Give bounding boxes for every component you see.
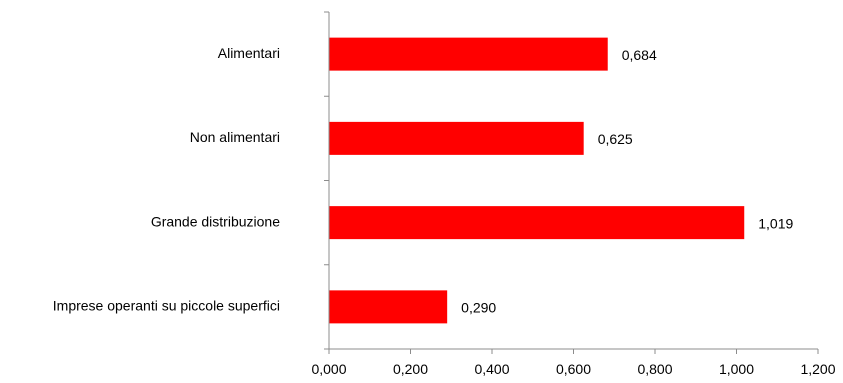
- category-label: Grande distribuzione: [151, 213, 280, 229]
- data-label: 0,684: [622, 47, 657, 63]
- x-tick-label: 1,000: [719, 361, 754, 377]
- category-label: Imprese operanti su piccole superfici: [53, 298, 280, 314]
- category-labels: Alimentari Non alimentari Grande distribuz…: [53, 45, 280, 314]
- data-label: 0,625: [598, 131, 633, 147]
- x-tick-label: 0,200: [393, 361, 428, 377]
- data-labels: 0,684 0,625 1,019 0,290: [461, 47, 793, 316]
- x-tick-label: 0,800: [637, 361, 672, 377]
- data-label: 0,290: [461, 300, 496, 316]
- data-label: 1,019: [758, 215, 793, 231]
- x-tick-label: 0,600: [556, 361, 591, 377]
- category-label: Alimentari: [218, 45, 280, 61]
- x-tick-label: 1,200: [800, 361, 835, 377]
- x-axis-ticks: 0,000 0,200 0,400 0,600 0,800 1,000 1,200: [311, 11, 836, 377]
- bars-group: [329, 37, 745, 324]
- bar: [329, 206, 745, 240]
- x-tick-label: 0,400: [474, 361, 509, 377]
- bar: [329, 290, 448, 324]
- bar: [329, 37, 608, 71]
- category-label: Non alimentari: [190, 129, 280, 145]
- x-tick-label: 0,000: [311, 361, 346, 377]
- bar: [329, 121, 584, 155]
